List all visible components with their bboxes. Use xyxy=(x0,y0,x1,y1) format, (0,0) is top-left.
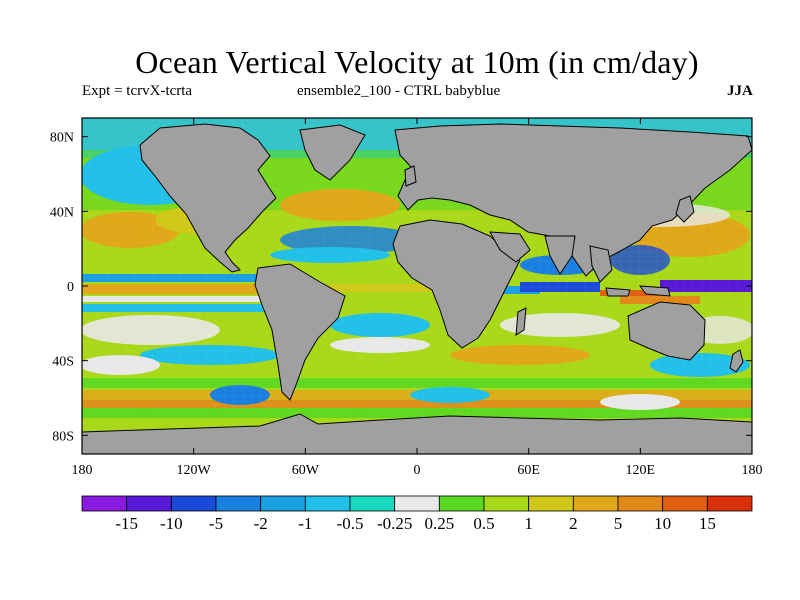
colorbar-label: 5 xyxy=(614,514,623,533)
season-label: JJA xyxy=(727,83,753,99)
british-isles xyxy=(404,165,417,187)
new-zealand xyxy=(729,349,744,373)
colorbar-swatch xyxy=(528,495,574,512)
africa xyxy=(392,219,521,349)
colorbar-label: -0.25 xyxy=(377,514,412,533)
south-america xyxy=(254,263,346,401)
x-tick-label: 120E xyxy=(626,463,656,478)
x-tick-label: 180 xyxy=(742,463,763,478)
land-masses xyxy=(82,123,752,454)
colorbar-label: 0.25 xyxy=(424,514,454,533)
experiment-label: Expt = tcrvX-tcrta xyxy=(82,83,193,99)
colorbar-swatch xyxy=(170,495,217,512)
indonesia xyxy=(605,285,671,297)
x-tick-label: 60E xyxy=(517,463,540,478)
colorbar-swatch xyxy=(215,495,262,512)
colorbar-swatch xyxy=(304,495,351,512)
colorbar: -15 -10 -5 -2 -1 -0.5 -0.25 0.25 0.5 1 2 5 10 15 xyxy=(81,495,753,533)
y-tick-label: 80S xyxy=(52,429,74,444)
colorbar-label: 15 xyxy=(699,514,716,533)
x-tick-label: 180 xyxy=(72,463,93,478)
colorbar-swatch xyxy=(617,495,664,512)
colorbar-swatch xyxy=(438,495,485,512)
map-plot xyxy=(82,118,752,454)
greenland xyxy=(299,124,366,181)
japan xyxy=(675,195,695,223)
colorbar-swatch xyxy=(260,495,306,512)
colorbar-label: 1 xyxy=(524,514,533,533)
arabia xyxy=(489,231,531,263)
antarctica xyxy=(82,413,752,454)
colorbar-label: -0.5 xyxy=(337,514,364,533)
y-tick-label: 40N xyxy=(50,205,74,220)
colorbar-swatch xyxy=(483,495,530,512)
colorbar-label: 10 xyxy=(654,514,671,533)
colorbar-swatch xyxy=(349,495,396,512)
y-tick-label: 80N xyxy=(50,131,74,146)
colorbar-swatch xyxy=(572,495,619,512)
ensemble-label: ensemble2_100 - CTRL babyblue xyxy=(297,83,501,99)
colorbar-label: -15 xyxy=(115,514,138,533)
southeast-asia xyxy=(589,245,613,283)
colorbar-swatch xyxy=(394,495,440,512)
x-tick-label: 60W xyxy=(292,463,320,478)
x-tick-label: 0 xyxy=(414,463,421,478)
map-title: Ocean Vertical Velocity at 10m (in cm/da… xyxy=(135,44,699,80)
colorbar-swatch xyxy=(126,495,172,512)
colorbar-swatch xyxy=(706,495,753,512)
madagascar xyxy=(515,307,527,336)
colorbar-label: -2 xyxy=(254,514,268,533)
colorbar-label: -5 xyxy=(209,514,223,533)
colorbar-label: -1 xyxy=(298,514,312,533)
y-tick-label: 0 xyxy=(67,280,74,295)
colorbar-label: -10 xyxy=(160,514,183,533)
india xyxy=(544,235,576,275)
colorbar-swatch xyxy=(662,495,708,512)
australia xyxy=(627,301,706,361)
y-tick-label: 40S xyxy=(52,355,74,370)
north-america xyxy=(139,123,277,273)
x-tick-label: 120W xyxy=(177,463,212,478)
colorbar-label: 2 xyxy=(569,514,578,533)
colorbar-swatch xyxy=(81,495,128,512)
map-axes: 180 120W 60W 0 60E 120E 180 80N 40N 0 40S 80S xyxy=(50,118,763,478)
colorbar-label: 0.5 xyxy=(473,514,494,533)
